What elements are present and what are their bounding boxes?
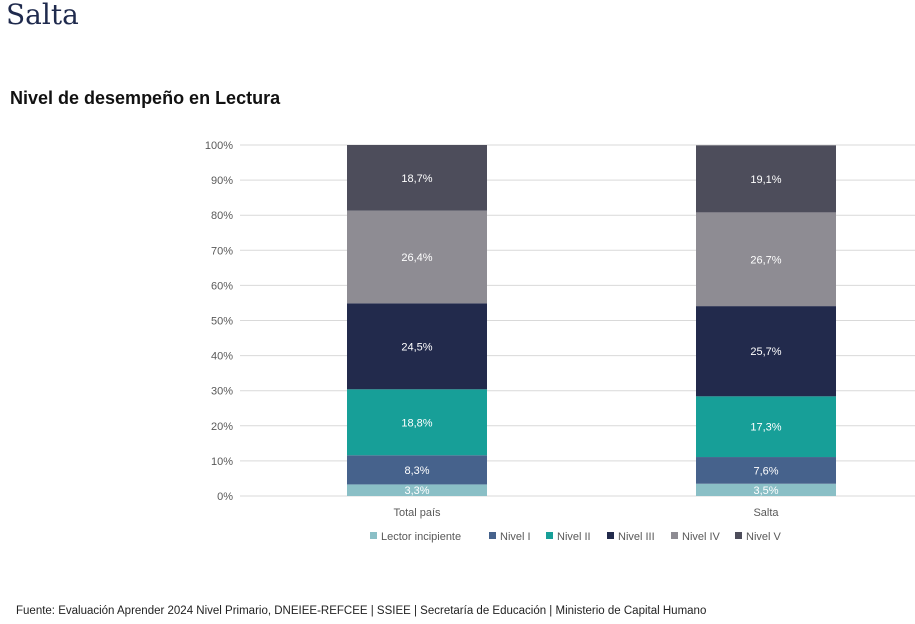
legend-swatch	[735, 532, 742, 539]
legend-label: Nivel II	[557, 531, 591, 543]
legend-swatch	[607, 532, 614, 539]
data-label: 7,6%	[753, 465, 778, 477]
data-label: 18,8%	[401, 417, 432, 429]
bar-segment	[696, 306, 836, 397]
data-label: 3,5%	[753, 485, 778, 497]
legend-swatch	[546, 532, 553, 539]
data-label: 19,1%	[750, 174, 781, 186]
bar-segment	[696, 483, 836, 496]
legend-label: Lector incipiente	[381, 531, 461, 543]
legend-label: Nivel I	[500, 531, 531, 543]
y-tick-label: 70%	[211, 245, 233, 257]
data-label: 3,3%	[404, 485, 429, 497]
bar-segment	[696, 212, 836, 307]
legend-label: Nivel V	[746, 531, 782, 543]
y-tick-label: 10%	[211, 456, 233, 468]
bar-segment	[696, 457, 836, 484]
y-tick-label: 30%	[211, 386, 233, 398]
bar-segment	[347, 303, 487, 390]
data-label: 17,3%	[750, 422, 781, 434]
chart-title: Nivel de desempeño en Lectura	[10, 88, 281, 108]
y-tick-label: 80%	[211, 210, 233, 222]
y-tick-label: 0%	[217, 491, 233, 503]
source-note: Fuente: Evaluación Aprender 2024 Nivel P…	[16, 605, 707, 617]
stacked-bar-chart: 0% 10% 20% 30% 40% 50% 60% 70% 80% 90% 100% 3,3% 8,3…	[205, 140, 915, 543]
y-tick-label: 100%	[205, 140, 233, 152]
y-tick-label: 50%	[211, 316, 233, 328]
legend-swatch	[671, 532, 678, 539]
legend-label: Nivel IV	[682, 531, 721, 543]
data-label: 26,7%	[750, 254, 781, 266]
bar-segment	[347, 145, 487, 211]
y-tick-label: 60%	[211, 280, 233, 292]
x-tick-label: Salta	[753, 507, 779, 519]
y-tick-label: 40%	[211, 351, 233, 363]
y-tick-label: 20%	[211, 421, 233, 433]
data-label: 25,7%	[750, 346, 781, 358]
bar-segment	[347, 389, 487, 456]
bar-segment	[696, 396, 836, 458]
bar-segment	[347, 455, 487, 485]
bar-segment	[347, 484, 487, 496]
data-label: 26,4%	[401, 252, 432, 264]
page-header: Salta	[6, 0, 79, 31]
data-label: 24,5%	[401, 341, 432, 353]
legend-swatch	[489, 532, 496, 539]
legend-swatch	[370, 532, 377, 539]
legend-label: Nivel III	[618, 531, 655, 543]
data-label: 8,3%	[404, 465, 429, 477]
bar-segment	[347, 210, 487, 304]
bar-segment	[696, 145, 836, 213]
x-tick-label: Total país	[393, 507, 441, 519]
data-label: 18,7%	[401, 173, 432, 185]
y-tick-label: 90%	[211, 175, 233, 187]
